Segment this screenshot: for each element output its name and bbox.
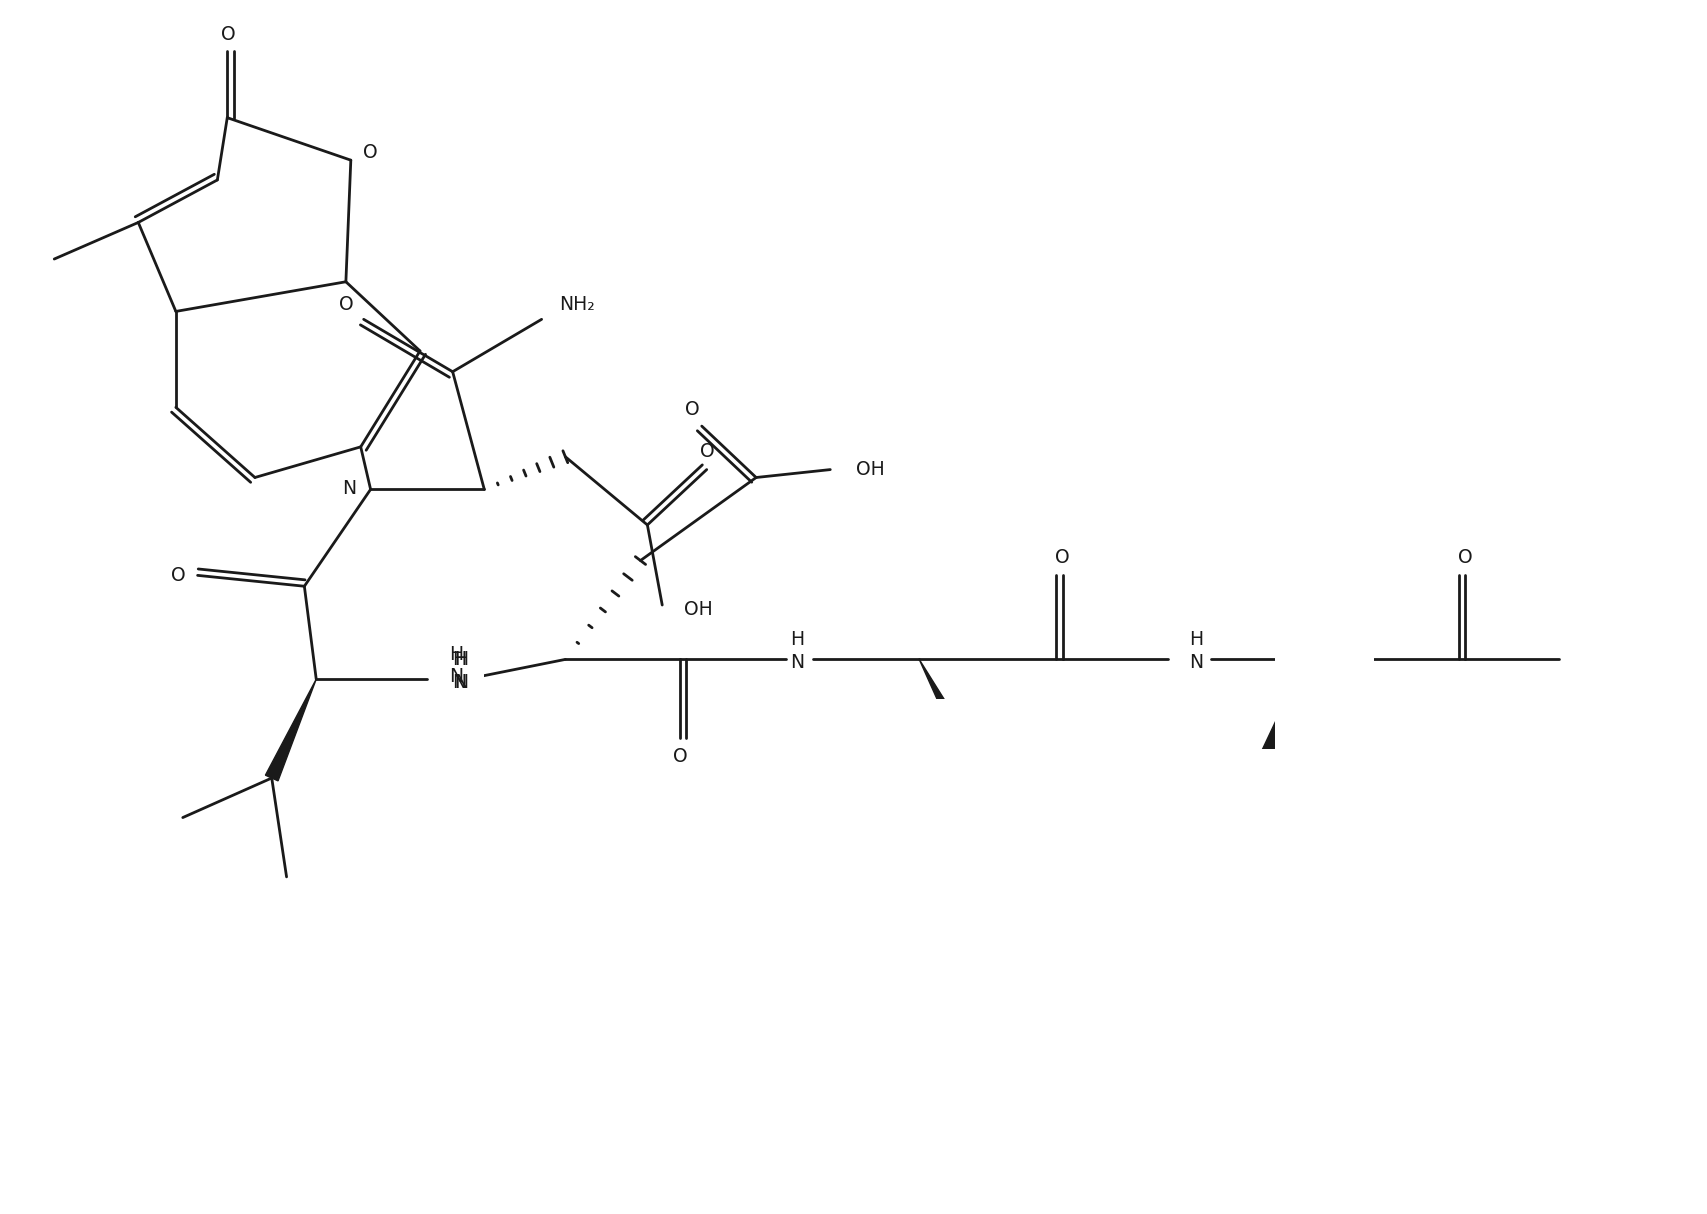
Text: O: O [685, 399, 698, 419]
Text: HO: HO [953, 1059, 980, 1078]
Text: HO: HO [1244, 1073, 1273, 1093]
Bar [435, 647, 485, 696]
Text: H: H [454, 649, 468, 669]
Bar [1173, 749, 1446, 1082]
Text: O: O [1456, 548, 1471, 567]
Text: NH₂: NH₂ [560, 295, 594, 314]
Text: O: O [220, 25, 236, 44]
Bar [1231, 972, 1388, 1091]
Text: H: H [452, 649, 466, 669]
Bar [1193, 759, 1425, 1082]
Bar [751, 951, 999, 1029]
Bar [850, 756, 1082, 1078]
Text: OH: OH [855, 460, 884, 480]
Bar [937, 728, 995, 798]
Text: N: N [452, 673, 466, 692]
Text: O: O [700, 442, 715, 461]
Text: N: N [341, 478, 355, 498]
Text: O: O [338, 295, 353, 314]
Text: H: H [790, 630, 804, 649]
Bar [1275, 634, 1372, 782]
Bar [1287, 703, 1366, 812]
Bar [830, 747, 1103, 1089]
Text: O: O [1055, 548, 1069, 567]
Text: H
N: H N [449, 645, 463, 686]
Text: N: N [1188, 653, 1202, 671]
Text: O: O [171, 566, 184, 585]
Bar [927, 699, 1005, 807]
Polygon shape [918, 659, 973, 751]
Text: O: O [364, 143, 377, 161]
Text: OH: OH [683, 601, 712, 619]
Bar [1284, 640, 1325, 762]
Text: HO: HO [1294, 1050, 1323, 1070]
Polygon shape [1253, 659, 1304, 772]
Polygon shape [1304, 659, 1333, 754]
Text: N: N [790, 653, 804, 671]
Polygon shape [265, 679, 316, 781]
Text: N: N [454, 673, 468, 692]
Text: H: H [1188, 630, 1202, 649]
Text: O: O [673, 747, 686, 766]
